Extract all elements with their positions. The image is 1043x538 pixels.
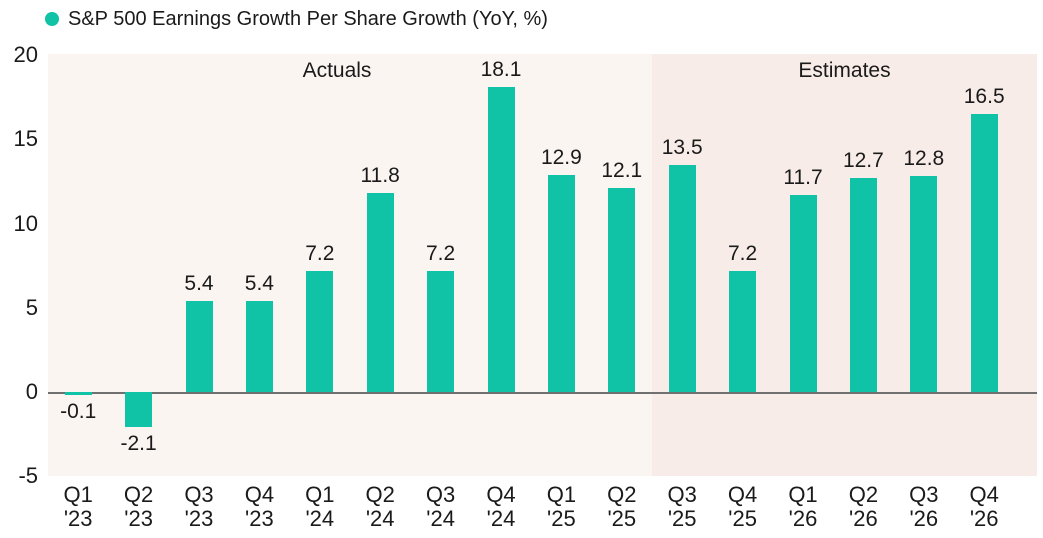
bar-value-label: 13.5 xyxy=(661,135,703,159)
bar xyxy=(910,176,938,392)
x-axis-label: Q4'25 xyxy=(727,482,758,531)
chart-legend: S&P 500 Earnings Growth Per Share Growth… xyxy=(45,8,548,30)
x-axis-label: Q3'24 xyxy=(425,482,456,531)
zero-baseline xyxy=(48,392,1037,394)
x-axis-label: Q3'25 xyxy=(667,482,697,531)
x-axis-label: Q2'26 xyxy=(848,482,879,531)
bar-value-label: 7.2 xyxy=(727,241,758,265)
bar-value-label: 12.9 xyxy=(540,145,582,169)
x-axis-label: Q1'26 xyxy=(788,482,818,531)
bar-value-label: -0.1 xyxy=(60,400,97,423)
x-axis-label: Q1'25 xyxy=(546,482,577,531)
x-axis-label: Q4'23 xyxy=(244,482,275,531)
bar-value-label: 12.7 xyxy=(842,149,884,172)
bar xyxy=(849,178,877,392)
x-axis-label: Q4'26 xyxy=(969,482,999,531)
bar xyxy=(427,270,455,392)
bar-value-label: 7.2 xyxy=(305,241,335,265)
bar xyxy=(245,301,273,392)
y-tick-label: 20 xyxy=(13,42,38,67)
bar-value-label: 11.8 xyxy=(360,164,400,188)
bar xyxy=(125,392,153,428)
bar-value-label: -2.1 xyxy=(120,432,157,456)
bar-value-label: 12.1 xyxy=(601,159,643,183)
y-tick-label: 10 xyxy=(13,210,38,236)
bar-value-label: 12.8 xyxy=(903,147,945,171)
x-axis-label: Q3'23 xyxy=(184,482,214,531)
bar-value-label: 5.4 xyxy=(244,272,274,295)
bar-value-label: 7.2 xyxy=(425,241,456,265)
bar xyxy=(729,270,757,392)
legend-label: S&P 500 Earnings Growth Per Share Growth… xyxy=(68,8,548,30)
section-label-estimates: Estimates xyxy=(798,59,891,82)
x-axis-label: Q4'24 xyxy=(486,482,516,531)
x-axis-label: Q1'24 xyxy=(305,482,335,531)
bar-value-label: 16.5 xyxy=(963,84,1005,108)
y-tick-label: 0 xyxy=(25,379,38,404)
y-axis: 20 15 10 5 0 -5 xyxy=(0,0,38,538)
bar xyxy=(608,188,636,392)
bar xyxy=(64,392,92,395)
bar-value-label: 11.7 xyxy=(783,165,823,189)
x-axis-label: Q2'23 xyxy=(123,482,154,531)
x-axis-label: Q1'23 xyxy=(63,482,93,531)
y-tick-label: -5 xyxy=(18,463,38,489)
plot-area: Actuals Estimates -0.1 -2.1 5.4 5.4 7.2 11.8 7… xyxy=(48,54,1037,476)
bar xyxy=(547,174,575,392)
x-axis-label: Q3'26 xyxy=(909,482,939,531)
y-tick-label: 5 xyxy=(25,294,38,320)
y-tick-label: 15 xyxy=(13,126,38,152)
x-axis-label: Q2'25 xyxy=(607,482,637,531)
bar xyxy=(487,87,515,392)
legend-marker-icon xyxy=(45,12,59,26)
bar-value-label: 18.1 xyxy=(480,58,522,81)
bar xyxy=(668,164,696,392)
x-axis-label: Q2'24 xyxy=(365,482,395,531)
bar xyxy=(789,194,817,392)
bar xyxy=(306,270,334,392)
section-label-actuals: Actuals xyxy=(302,59,372,82)
bar xyxy=(185,301,213,392)
bar xyxy=(366,193,394,392)
bar xyxy=(970,113,998,392)
bar-value-label: 5.4 xyxy=(184,272,214,295)
